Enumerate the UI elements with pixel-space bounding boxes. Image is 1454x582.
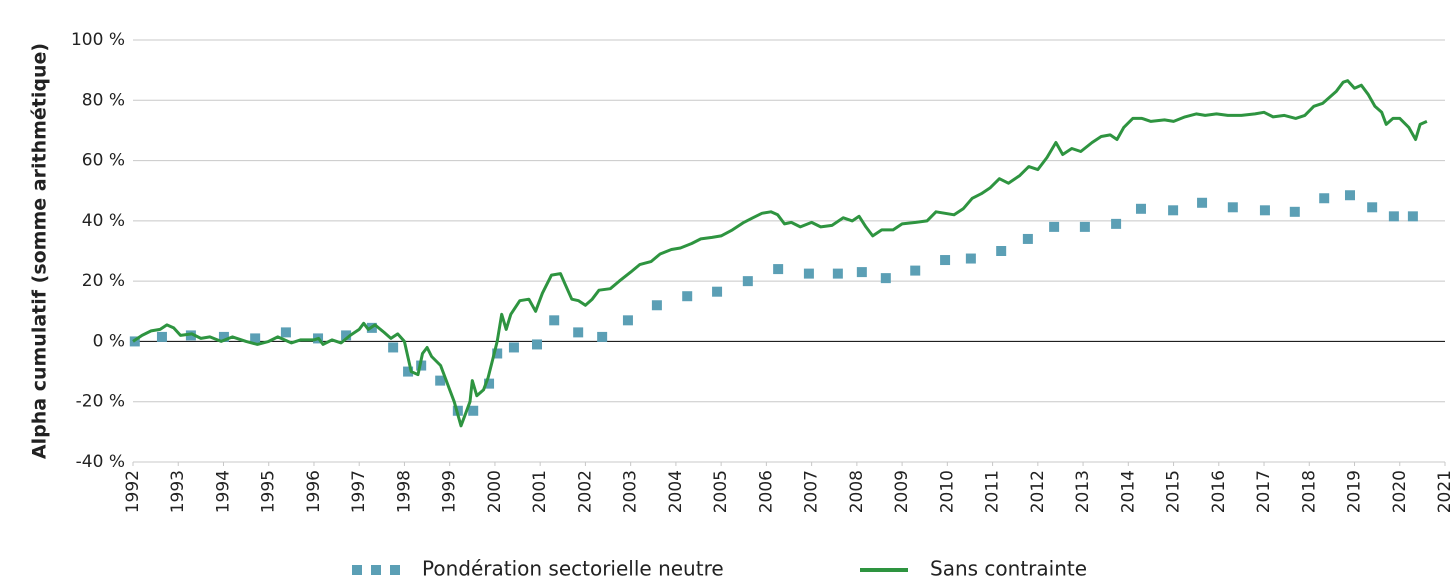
- x-tick-label: 1998: [394, 470, 414, 513]
- marker: [549, 315, 560, 326]
- y-tick-label: -40 %: [76, 452, 125, 472]
- y-tick-label: -20 %: [76, 392, 125, 412]
- marker: [1259, 205, 1270, 216]
- y-axis-label: Alpha cumulatif (somme arithmétique): [29, 43, 51, 459]
- marker: [742, 276, 753, 287]
- y-tick-label: 100 %: [71, 30, 125, 50]
- marker: [573, 327, 584, 338]
- marker: [773, 264, 784, 275]
- y-tick-label: 40 %: [82, 211, 125, 231]
- marker: [880, 273, 891, 284]
- legend-marker: [352, 565, 362, 575]
- x-tick-label: 1997: [349, 470, 369, 513]
- x-tick-label: 1996: [304, 470, 324, 513]
- marker: [388, 342, 399, 353]
- x-tick-label: 1993: [168, 470, 188, 513]
- marker: [712, 286, 723, 297]
- marker: [597, 331, 608, 342]
- marker: [341, 330, 352, 341]
- x-tick-label: 2000: [485, 470, 505, 513]
- marker: [156, 331, 167, 342]
- x-tick-label: 2010: [937, 470, 957, 513]
- marker: [250, 333, 261, 344]
- marker: [492, 348, 503, 359]
- marker: [1197, 197, 1208, 208]
- marker: [910, 265, 921, 276]
- x-tick-label: 1999: [440, 470, 460, 513]
- legend-label: Sans contrainte: [930, 557, 1087, 581]
- x-tick-label: 2008: [847, 470, 867, 513]
- x-tick-label: 1995: [259, 470, 279, 513]
- marker: [508, 342, 519, 353]
- y-tick-label: 60 %: [82, 151, 125, 171]
- marker: [1407, 211, 1418, 222]
- marker: [280, 327, 291, 338]
- marker: [1168, 205, 1179, 216]
- legend-marker: [390, 565, 400, 575]
- marker: [622, 315, 633, 326]
- x-tick-label: 2013: [1073, 470, 1093, 513]
- y-tick-label: 20 %: [82, 271, 125, 291]
- x-tick-label: 2012: [1028, 470, 1048, 513]
- x-tick-label: 2015: [1164, 470, 1184, 513]
- x-tick-label: 2001: [530, 470, 550, 513]
- x-tick-label: 2003: [621, 470, 641, 513]
- legend-label: Pondération sectorielle neutre: [422, 557, 724, 581]
- x-tick-label: 2007: [802, 470, 822, 513]
- y-tick-label: 0 %: [93, 331, 125, 351]
- marker: [651, 300, 662, 311]
- y-tick-label: 80 %: [82, 90, 125, 110]
- marker: [1227, 202, 1238, 213]
- x-tick-label: 2016: [1209, 470, 1229, 513]
- marker: [832, 268, 843, 279]
- marker: [218, 331, 229, 342]
- line: [132, 79, 1428, 428]
- marker: [435, 375, 446, 386]
- marker: [1111, 218, 1122, 229]
- x-tick-label: 2004: [666, 470, 686, 513]
- marker: [484, 378, 495, 389]
- x-tick-label: 2019: [1345, 470, 1365, 513]
- marker: [1079, 221, 1090, 232]
- marker: [403, 366, 414, 377]
- marker: [856, 267, 867, 278]
- marker: [1367, 202, 1378, 213]
- marker: [803, 268, 814, 279]
- marker: [1388, 211, 1399, 222]
- marker: [468, 405, 479, 416]
- x-tick-label: 2018: [1299, 470, 1319, 513]
- marker: [940, 255, 951, 266]
- marker: [532, 339, 543, 350]
- x-tick-label: 2006: [756, 470, 776, 513]
- x-tick-label: 2011: [983, 470, 1003, 513]
- x-tick-label: 2009: [892, 470, 912, 513]
- marker: [1022, 233, 1033, 244]
- marker: [1319, 193, 1330, 204]
- x-tick-label: 1994: [213, 470, 233, 513]
- marker: [1289, 206, 1300, 217]
- x-tick-label: 2017: [1254, 470, 1274, 513]
- x-tick-label: 2020: [1390, 470, 1410, 513]
- x-tick-label: 2014: [1118, 470, 1138, 513]
- x-tick-label: 2002: [575, 470, 595, 513]
- marker: [965, 253, 976, 264]
- legend-marker: [371, 565, 381, 575]
- x-tick-label: 1992: [123, 470, 143, 513]
- marker: [1344, 190, 1355, 201]
- marker: [1049, 221, 1060, 232]
- x-tick-label: 2005: [711, 470, 731, 513]
- marker: [1135, 203, 1146, 214]
- marker: [682, 291, 693, 302]
- marker: [996, 246, 1007, 256]
- x-tick-label: 2021: [1435, 470, 1454, 513]
